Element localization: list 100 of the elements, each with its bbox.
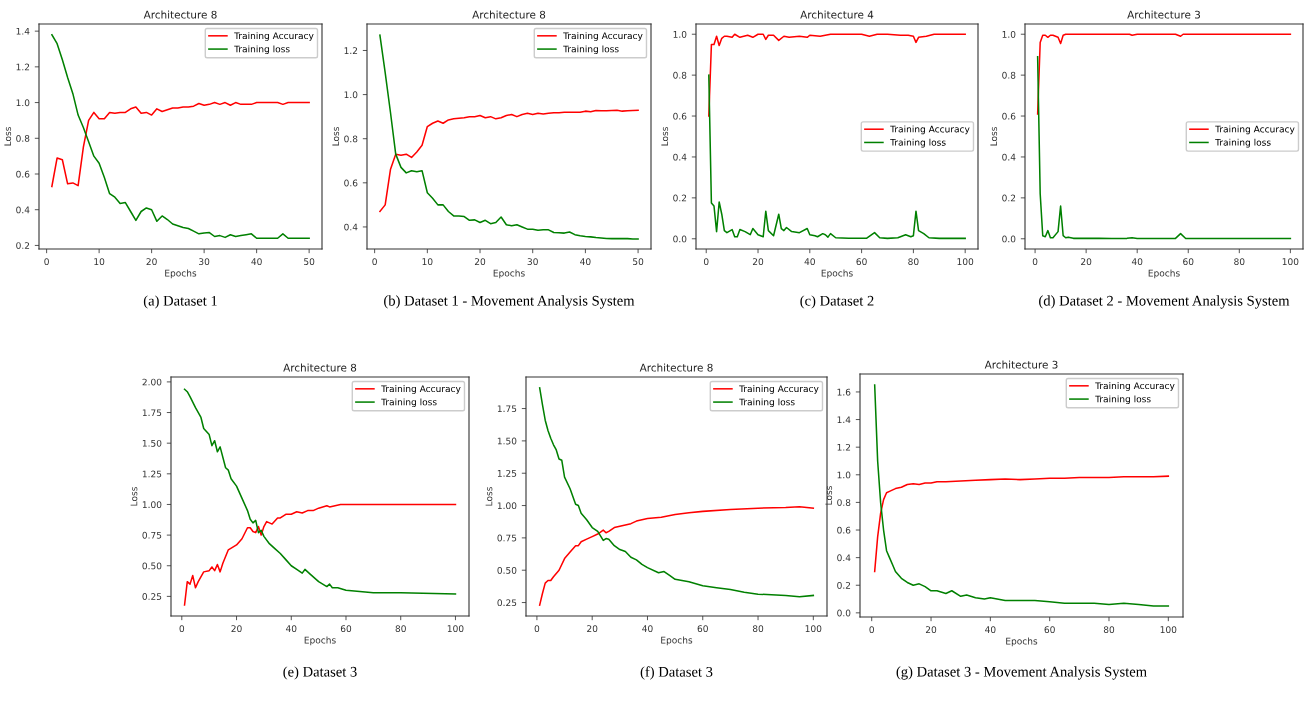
y-tick-label: 1.6 [837,388,851,396]
y-tick-label: 0.8 [673,71,687,79]
x-tick-label: 100 [957,258,974,266]
x-tick-label: 0 [1032,258,1038,266]
text: (f) Dataset 3 [640,666,713,680]
y-tick-label: 0.8 [16,135,30,142]
x-tick-label: 30 [527,258,538,266]
y-tick-label: 0.4 [673,153,687,161]
x-axis-title: Epochs [1006,637,1038,647]
y-axis-title: Loss [332,127,340,146]
y-tick-label: 0.75 [497,534,517,542]
y-tick-label: 1.2 [16,63,30,71]
y-tick-label: 0.2 [1002,194,1016,202]
y-tick-label: 0.25 [142,593,162,600]
y-tick-label: 0.4 [16,206,30,214]
y-axis-title: Loss [661,127,669,146]
legend-label: Training loss [563,45,619,55]
legend-label: Training Accuracy [1095,382,1175,391]
y-tick-label: 1.75 [497,405,517,413]
x-tick-label: 20 [587,625,598,633]
x-tick-label: 20 [925,626,937,634]
y-tick-label: 0.4 [344,223,358,231]
x-tick-label: 40 [985,626,996,634]
x-tick-label: 60 [340,625,352,633]
y-tick-label: 0.8 [837,499,851,506]
chart-title: Architecture 8 [639,363,713,372]
chart-title: Architecture 3 [984,360,1058,369]
line-series [51,101,310,188]
x-tick-label: 20 [146,258,157,266]
x-tick-label: 80 [1234,258,1245,266]
y-axis-title: Loss [990,127,998,146]
y-tick-label: 0.50 [497,566,517,574]
y-axis-title: Loss [825,486,833,505]
x-tick-label: 60 [856,258,867,266]
chart-title: Architecture 8 [472,10,546,19]
x-tick-label: 0 [534,625,540,633]
x-tick-label: 10 [94,258,105,266]
x-tick-label: 0 [869,626,874,634]
x-tick-label: 10 [422,258,433,266]
x-tick-label: 20 [474,258,486,266]
y-tick-label: 0.6 [16,170,30,178]
chart-title: Architecture 8 [283,363,357,372]
y-tick-label: 1.0 [673,30,687,38]
y-tick-label: 0.6 [673,112,687,120]
chart-title: Architecture 8 [143,10,217,19]
x-tick-label: 60 [697,625,708,633]
x-tick-label: 40 [580,258,591,266]
legend-label: Training Accuracy [739,385,819,394]
x-tick-label: 50 [304,258,315,266]
x-tick-label: 30 [199,258,210,266]
y-tick-label: 1.0 [837,471,851,479]
legend-label: Training Accuracy [890,125,970,135]
x-tick-label: 100 [805,625,822,633]
x-tick-label: 80 [908,258,919,266]
y-tick-label: 0.8 [1002,71,1016,79]
text: (d) Dataset 2 - Movement Analysis System [1039,295,1290,309]
y-tick-label: 0.6 [837,526,851,534]
x-tick-label: 80 [1103,626,1115,634]
y-axis-title: Loss [130,487,138,506]
line-series [379,109,639,213]
x-tick-label: 20 [1081,258,1092,266]
x-tick-label: 100 [1160,626,1177,634]
x-tick-label: 20 [752,258,764,266]
y-tick-label: 0.4 [1002,153,1016,161]
x-tick-label: 20 [231,625,242,633]
x-tick-label: 100 [447,625,464,633]
x-tick-label: 40 [642,625,653,633]
chart-title: Architecture 3 [1127,10,1201,19]
y-tick-label: 0.2 [837,581,851,589]
line-series [873,475,1170,573]
line-series [1036,33,1292,115]
legend-label: Training loss [234,45,290,55]
y-tick-label: 1.50 [142,439,162,447]
x-tick-label: 60 [1044,626,1055,634]
legend-label: Training Accuracy [234,32,314,41]
legend-label: Training Accuracy [1215,125,1295,135]
x-tick-label: 40 [1131,258,1143,266]
x-tick-label: 0 [703,258,709,266]
y-tick-label: 0.0 [1002,235,1016,243]
y-tick-label: 1.0 [344,91,358,99]
x-axis-title: Epochs [661,636,693,646]
x-tick-label: 60 [1183,258,1194,266]
x-tick-label: 40 [251,258,262,266]
x-tick-label: 80 [395,625,406,633]
line-series [183,503,457,606]
y-tick-label: 1.0 [1002,30,1016,38]
y-tick-label: 0.0 [837,609,851,617]
x-axis-title: Epochs [165,269,197,279]
y-tick-label: 2.00 [142,378,162,386]
y-tick-label: 1.4 [837,416,851,423]
legend-label: Training Accuracy [563,32,643,41]
y-tick-label: 1.0 [16,99,30,107]
legend-label: Training loss [1095,395,1151,405]
text: (g) Dataset 3 - Movement Analysis System [896,666,1147,680]
x-tick-label: 0 [179,625,185,633]
x-axis-title: Epochs [304,636,336,646]
x-tick-label: 0 [44,258,49,266]
text: (c) Dataset 2 [800,295,874,309]
x-tick-label: 0 [372,258,377,266]
line-series [538,506,815,606]
